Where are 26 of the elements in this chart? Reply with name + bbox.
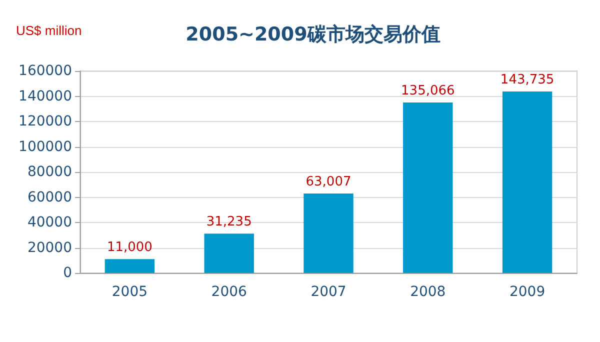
bar (502, 92, 552, 273)
y-tick-label: 80000 (27, 164, 72, 180)
y-tick-label: 60000 (27, 189, 72, 206)
bar (204, 234, 254, 273)
y-tick-label: 140000 (18, 88, 72, 104)
x-tick-label: 2007 (310, 284, 346, 300)
y-axis-title: US$ million (16, 23, 82, 38)
y-tick-label: 40000 (27, 214, 72, 230)
bar (304, 193, 354, 273)
x-tick-label: 2005 (112, 284, 148, 300)
y-tick-label: 160000 (18, 63, 72, 79)
data-label: 11,000 (106, 240, 152, 256)
data-label: 31,235 (206, 214, 252, 230)
y-tick-label: 100000 (18, 138, 72, 155)
data-label: 143,735 (500, 72, 554, 88)
data-label: 63,007 (306, 174, 352, 190)
y-tick-label: 0 (63, 265, 72, 281)
y-tick-label: 20000 (27, 240, 72, 256)
x-tick-label: 2006 (211, 284, 247, 300)
chart-title: 2005~2009碳市场交易价值 (186, 24, 440, 46)
bar (403, 102, 453, 273)
x-tick-label: 2009 (509, 284, 546, 300)
y-tick-label: 120000 (18, 114, 72, 130)
data-label: 135,066 (401, 83, 455, 98)
x-tick-label: 2008 (410, 284, 446, 300)
bar (104, 259, 155, 273)
